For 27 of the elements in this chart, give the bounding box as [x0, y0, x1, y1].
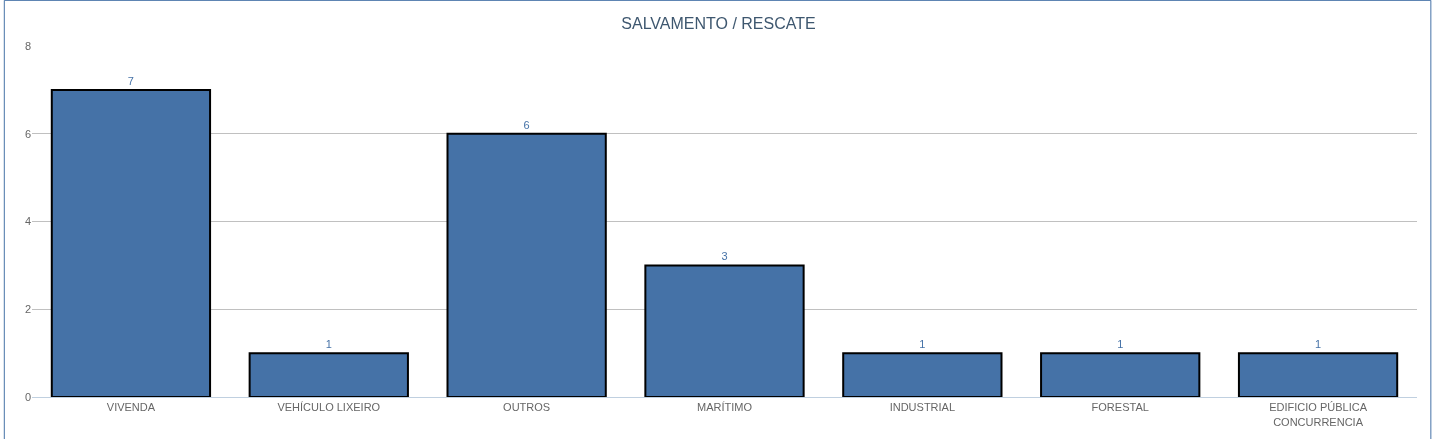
x-tick-label: FORESTAL	[1091, 401, 1149, 414]
bar	[446, 132, 607, 397]
data-label: 1	[1315, 338, 1322, 351]
bar	[50, 88, 212, 397]
bar	[644, 264, 805, 397]
y-tick-label: 0	[24, 390, 31, 403]
data-label: 3	[721, 250, 728, 263]
x-tick-label: OUTROS	[503, 401, 551, 414]
bar	[248, 352, 409, 397]
data-label: 1	[1117, 338, 1124, 351]
bar	[842, 352, 1003, 397]
data-label: 6	[523, 118, 530, 131]
x-tick-label: VEHÍCULO LIXEIRO	[277, 401, 381, 414]
bar	[1040, 352, 1201, 397]
y-tick-label: 6	[24, 127, 31, 140]
y-tick-label: 2	[24, 303, 31, 316]
data-label: 1	[325, 338, 332, 351]
data-label: 7	[127, 74, 134, 87]
y-tick-label: 4	[24, 215, 31, 228]
x-tick-label: EDIFICIO PÚBLICA CONCURRENCIA	[1269, 401, 1368, 428]
x-tick-label: MARÍTIMO	[697, 401, 753, 414]
y-tick-label: 8	[24, 39, 31, 52]
bar	[1237, 352, 1399, 397]
chart-title: SALVAMENTO / RESCATE	[621, 14, 816, 32]
x-tick-label: INDUSTRIAL	[889, 401, 956, 414]
data-label: 1	[919, 338, 926, 351]
x-tick-label: VIVENDA	[106, 401, 156, 414]
